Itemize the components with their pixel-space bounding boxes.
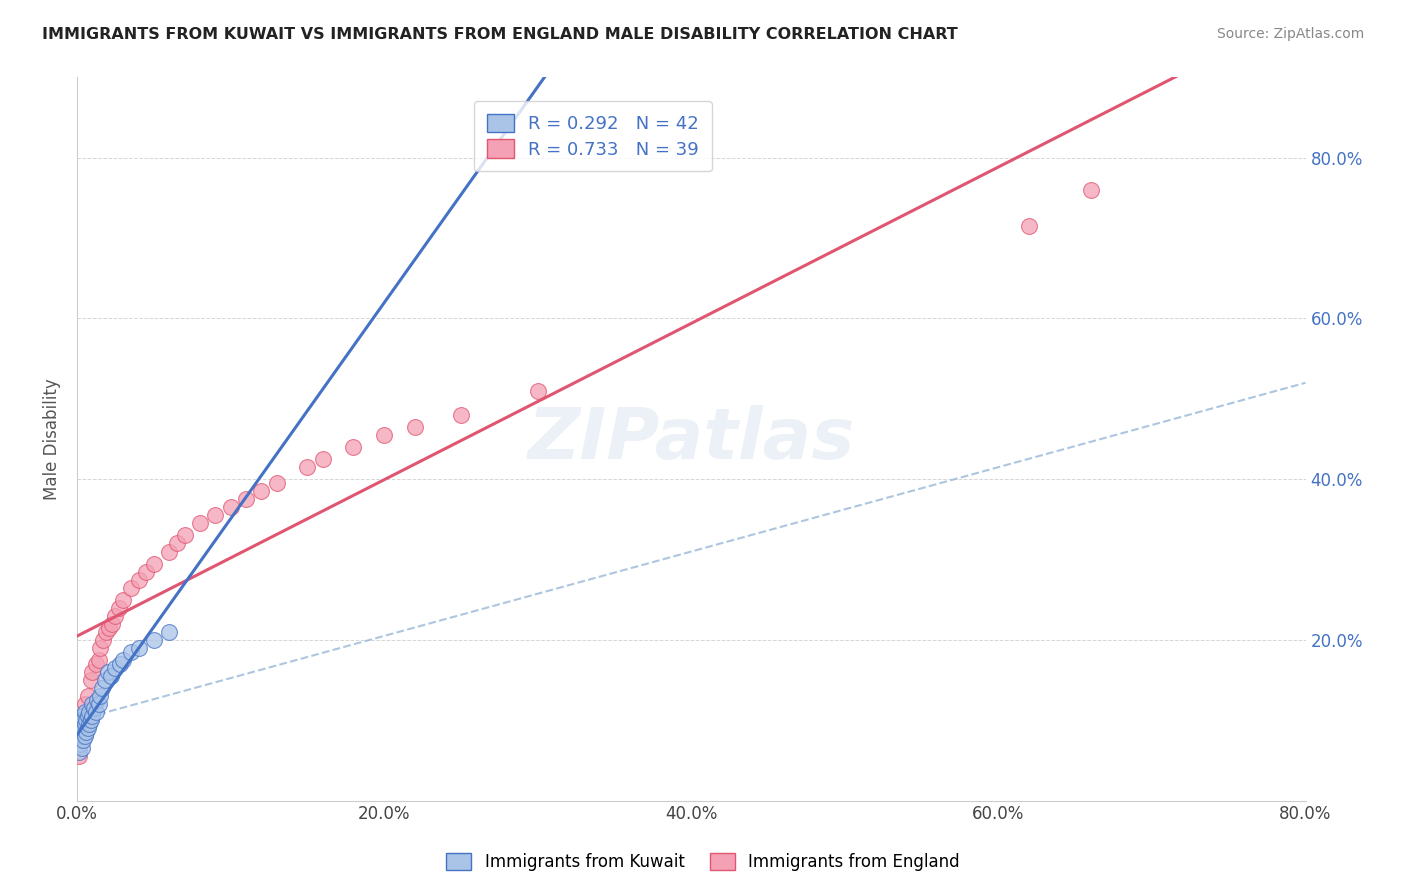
Point [93,673,115,687]
Point [80,673,103,687]
Point [100,669,122,683]
Point [266,476,288,491]
Point [297,460,319,475]
Point [76,721,98,735]
Point [128,573,150,587]
Point [75,713,97,727]
Point [120,581,142,595]
Legend: Immigrants from Kuwait, Immigrants from England: Immigrants from Kuwait, Immigrants from … [439,845,967,880]
Point [204,508,226,523]
Y-axis label: Male Disability: Male Disability [44,378,60,500]
Point [83,701,105,715]
Point [89,640,111,655]
Point [101,616,124,631]
Point [72,733,94,747]
Point [235,492,257,507]
Point [188,516,211,531]
Text: ZIPatlas: ZIPatlas [527,405,855,474]
Point [312,452,335,467]
Point [97,665,120,679]
Point [72,721,94,735]
Point [70,717,93,731]
Point [89,689,111,703]
Point [107,600,129,615]
Point [84,705,107,719]
Point [87,697,110,711]
Point [142,632,165,647]
Point [70,729,93,743]
Point [120,645,142,659]
Point [79,717,101,731]
Point [112,653,135,667]
Point [104,608,127,623]
Text: IMMIGRANTS FROM KUWAIT VS IMMIGRANTS FROM ENGLAND MALE DISABILITY CORRELATION CH: IMMIGRANTS FROM KUWAIT VS IMMIGRANTS FRO… [42,27,957,42]
Point [67,725,90,739]
Point [69,713,91,727]
Point [108,657,131,671]
Point [84,657,107,671]
Point [80,713,103,727]
Point [67,746,90,760]
Point [73,729,96,743]
Point [157,544,180,558]
Point [373,428,395,442]
Point [526,384,548,398]
Point [76,709,98,723]
Point [104,661,127,675]
Point [112,592,135,607]
Point [70,709,93,723]
Point [82,709,104,723]
Point [73,705,96,719]
Text: Source: ZipAtlas.com: Source: ZipAtlas.com [1216,27,1364,41]
Point [70,741,93,756]
Point [98,621,121,635]
Point [76,689,98,703]
Point [87,653,110,667]
Point [67,733,90,747]
Point [135,565,157,579]
Point [69,729,91,743]
Legend: R = 0.292   N = 42, R = 0.733   N = 39: R = 0.292 N = 42, R = 0.733 N = 39 [474,101,711,171]
Point [73,717,96,731]
Point [86,693,108,707]
Point [96,624,118,639]
Point [67,749,90,764]
Point [69,721,91,735]
Point [79,705,101,719]
Point [90,681,112,695]
Point [72,717,94,731]
Point [82,665,104,679]
Point [69,729,91,743]
Point [69,737,91,751]
Point [128,640,150,655]
Point [1018,219,1040,233]
Point [75,725,97,739]
Point [250,484,273,499]
Point [157,624,180,639]
Point [342,440,364,454]
Point [1080,183,1102,197]
Point [73,697,96,711]
Point [82,697,104,711]
Point [72,713,94,727]
Point [91,632,114,647]
Point [450,408,472,422]
Point [404,420,426,434]
Point [219,500,242,515]
Point [166,536,188,550]
Point [142,557,165,571]
Point [173,528,195,542]
